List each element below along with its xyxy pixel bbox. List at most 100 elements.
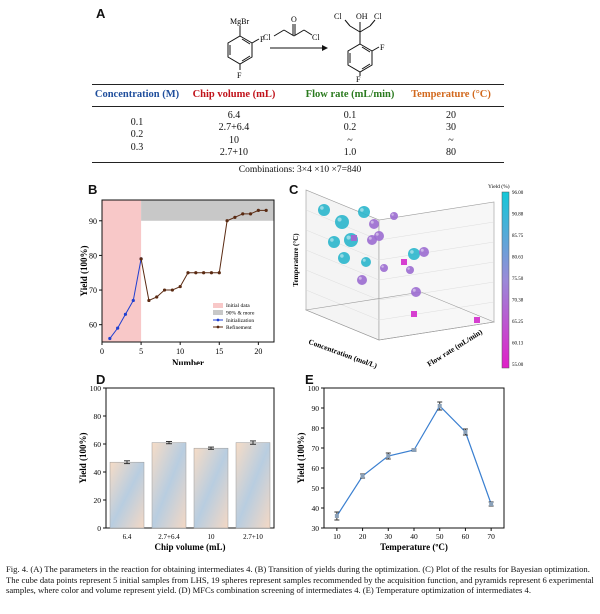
- colorbar-tick-label: 60.13: [512, 342, 524, 347]
- y-tick-label: 80: [89, 251, 97, 260]
- data-point: [147, 298, 151, 303]
- grid-line: [305, 249, 380, 281]
- y-axis-label: Yield (100%): [296, 433, 306, 484]
- cl-label-4: Cl: [374, 12, 382, 21]
- sphere-point: [357, 275, 367, 285]
- panel-d-letter: D: [96, 372, 106, 387]
- grid-line: [378, 301, 495, 321]
- data-point: [131, 298, 135, 303]
- colorbar-tick-label: 65.25: [512, 320, 524, 325]
- reaction-scheme: MgBr F F O Cl Cl OH Cl Cl F F: [227, 12, 385, 82]
- sphere-point: [406, 266, 414, 274]
- table-cell: 0.1: [130, 117, 144, 128]
- arrow-head-icon: [322, 45, 328, 51]
- x-tick-label: 6.4: [123, 533, 132, 541]
- data-point: [123, 312, 128, 316]
- sphere-highlight: [346, 235, 351, 240]
- grid-line: [305, 289, 380, 321]
- cube-point: [411, 311, 417, 317]
- x-tick-label: 0: [100, 347, 104, 356]
- sphere-highlight: [358, 276, 362, 280]
- table-top-rule: [92, 84, 504, 85]
- data-point: [116, 326, 120, 330]
- sphere-highlight: [320, 206, 324, 210]
- data-point: [139, 257, 143, 261]
- product-structure: [344, 19, 380, 76]
- table-header-2: Flow rate (mL/min): [305, 89, 395, 100]
- table-bottom-rule: [92, 162, 504, 163]
- y-tick-label: 80: [94, 412, 102, 421]
- dichloroacetone-structure: [273, 24, 313, 37]
- table-cell: 20: [446, 110, 456, 121]
- y-tick-label: 60: [312, 464, 320, 473]
- legend-swatch-initial: [213, 303, 223, 308]
- data-point: [225, 219, 229, 223]
- sphere-highlight: [340, 254, 344, 258]
- data-point: [209, 271, 214, 275]
- x-tick-label: 30: [385, 532, 393, 541]
- oxygen-label: O: [291, 15, 297, 24]
- chart-d: 0 20 40 60 80 100 6.4 2.7+6.4 10 2.7+10 Chip volum…: [78, 384, 275, 552]
- sphere-highlight: [362, 258, 366, 262]
- y-tick-label: 80: [312, 424, 320, 433]
- y-tick-label: 60: [89, 321, 97, 330]
- data-point: [463, 430, 468, 434]
- y-tick-label: 40: [94, 468, 102, 477]
- sphere-highlight: [337, 217, 342, 222]
- y-axis-label: Yield (100%): [80, 246, 89, 297]
- sphere-highlight: [420, 248, 424, 252]
- data-point: [170, 288, 174, 292]
- data-point: [108, 336, 112, 341]
- sphere-point: [328, 236, 340, 248]
- cl-label-3: Cl: [334, 12, 342, 21]
- x-tick-label: 2.7+6.4: [158, 533, 180, 541]
- plot-frame: [323, 387, 505, 529]
- series-line: [336, 405, 492, 517]
- table-cell: 1.0: [343, 147, 357, 159]
- f-label-4: F: [356, 75, 361, 82]
- legend-marker: [216, 325, 220, 329]
- sphere-point: [369, 219, 379, 229]
- data-point: [186, 271, 190, 275]
- y-tick-label: 100: [308, 384, 320, 393]
- colorbar-tick-label: 96.00: [512, 191, 524, 196]
- f-label-1: F: [260, 35, 265, 44]
- y-tick-label: 60: [94, 440, 102, 449]
- figure-caption: Fig. 4. (A) The parameters in the reacti…: [6, 564, 594, 596]
- sphere-point: [419, 247, 429, 257]
- table-cell: 80: [446, 147, 456, 159]
- data-point: [217, 271, 221, 275]
- oh-label: OH: [356, 12, 368, 21]
- table-cell: 2.7+10: [219, 147, 249, 159]
- bar: [109, 461, 145, 529]
- grid-line: [378, 241, 495, 261]
- sphere-highlight: [375, 232, 379, 236]
- table-mid-rule: [92, 106, 504, 107]
- sphere-point: [380, 264, 388, 272]
- data-point: [489, 502, 494, 506]
- y-tick-label: 30: [312, 524, 320, 533]
- plot-frame: [101, 199, 275, 343]
- table-cell: 0.3: [130, 141, 144, 153]
- x-axis-label: Concentration (mol/L): [307, 337, 378, 370]
- high-yield-region: [141, 200, 274, 221]
- data-point: [386, 454, 391, 458]
- sphere-point: [318, 204, 330, 216]
- legend-swatch-high: [213, 310, 223, 315]
- x-tick-label: 5: [139, 347, 143, 356]
- series-line-1: [140, 209, 267, 302]
- grid-line: [305, 269, 380, 301]
- table-cell: 0.2: [343, 122, 357, 134]
- y-tick-label: 50: [312, 484, 320, 493]
- bar: [235, 442, 271, 529]
- sphere-highlight: [360, 208, 364, 212]
- colorbar-tick-label: 85.75: [512, 234, 524, 239]
- y-axis-label: Flow rate (mL/min): [425, 327, 484, 368]
- y-tick-label: 90: [89, 217, 97, 226]
- sphere-point: [361, 257, 371, 267]
- data-point: [256, 208, 260, 212]
- cube-point: [474, 317, 480, 323]
- data-point: [194, 271, 198, 275]
- colorbar-tick-label: 75.50: [512, 277, 524, 282]
- sphere-highlight: [412, 288, 416, 292]
